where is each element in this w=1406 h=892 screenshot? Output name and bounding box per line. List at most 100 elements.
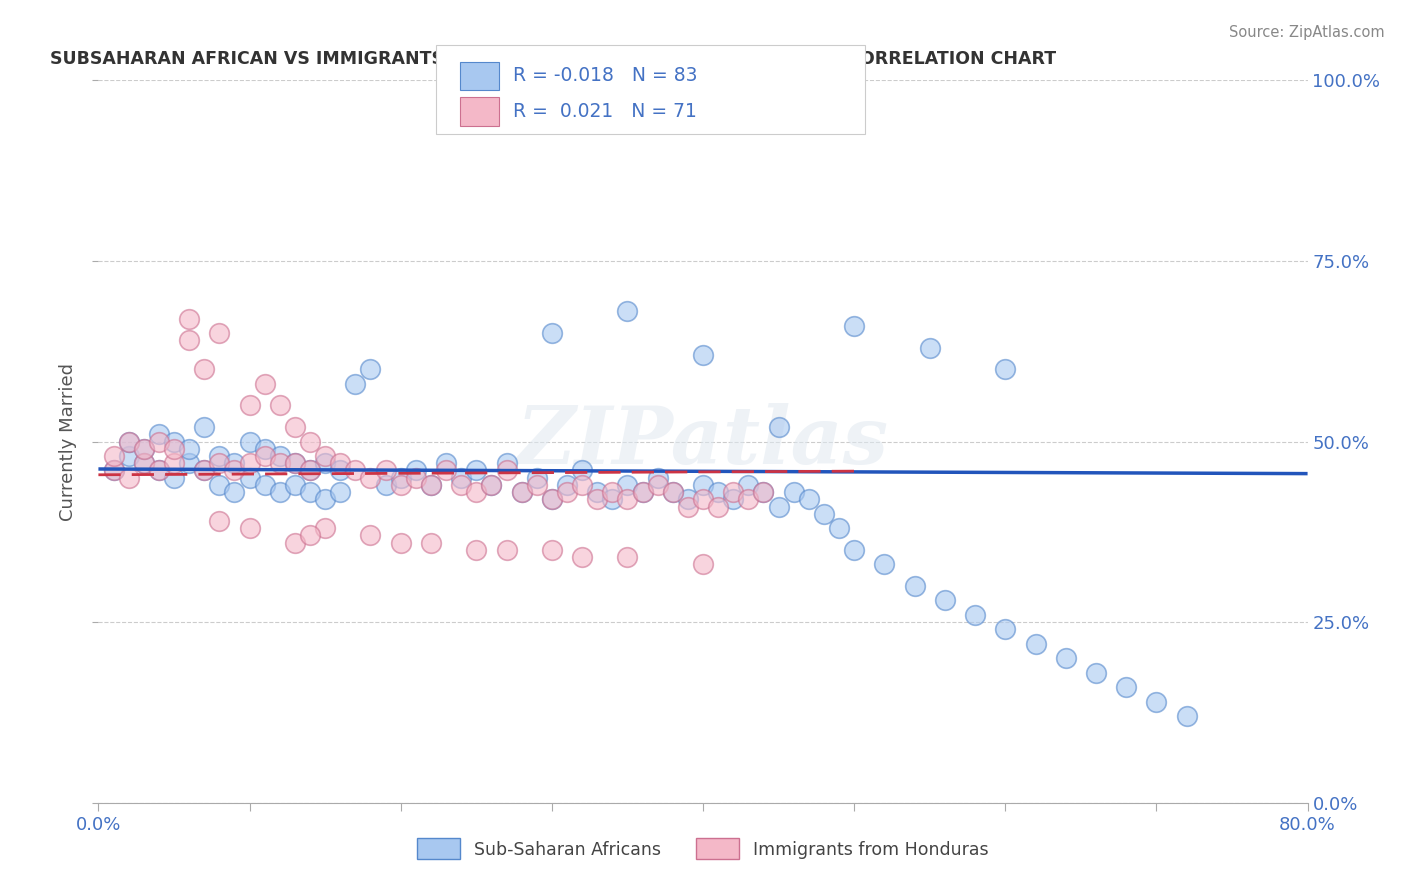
Point [540, 492, 562, 507]
Point [314, 492, 336, 507]
Point [1054, 651, 1077, 665]
Text: ZIPatlas: ZIPatlas [517, 403, 889, 480]
Point [510, 485, 533, 500]
Point [647, 470, 669, 484]
Point [208, 456, 231, 470]
Point [692, 348, 714, 362]
Point [299, 434, 322, 449]
Point [994, 362, 1017, 376]
Point [994, 623, 1017, 637]
Point [526, 470, 548, 484]
Point [768, 500, 790, 514]
Point [737, 492, 759, 507]
Point [540, 542, 562, 557]
Point [586, 485, 609, 500]
Point [314, 449, 336, 463]
Point [676, 500, 699, 514]
Point [269, 449, 291, 463]
Point [374, 463, 396, 477]
Point [253, 376, 276, 391]
Point [1115, 680, 1137, 694]
Point [844, 318, 866, 333]
Point [904, 579, 927, 593]
Point [299, 528, 322, 542]
Point [707, 485, 730, 500]
Point [616, 492, 638, 507]
Point [118, 434, 141, 449]
Point [797, 492, 820, 507]
Point [299, 463, 322, 477]
Point [208, 449, 231, 463]
Point [344, 463, 367, 477]
Point [118, 470, 141, 484]
Point [239, 398, 262, 412]
Point [526, 478, 548, 492]
Point [148, 434, 170, 449]
Point [723, 492, 745, 507]
Point [813, 507, 835, 521]
Point [647, 478, 669, 492]
Point [224, 485, 246, 500]
Point [179, 442, 201, 456]
Point [495, 463, 517, 477]
Point [965, 607, 987, 622]
Point [661, 485, 683, 500]
Text: R =  0.021   N = 71: R = 0.021 N = 71 [513, 102, 697, 120]
Point [389, 535, 412, 549]
Point [163, 442, 186, 456]
Point [465, 542, 488, 557]
Point [586, 492, 609, 507]
Point [737, 478, 759, 492]
Point [163, 470, 186, 484]
Point [389, 470, 412, 484]
Point [389, 478, 412, 492]
Point [1085, 665, 1108, 680]
Point [571, 478, 593, 492]
Point [481, 478, 503, 492]
Point [555, 478, 578, 492]
Point [299, 463, 322, 477]
Point [360, 362, 382, 376]
Point [434, 456, 457, 470]
Point [631, 485, 654, 500]
Point [118, 449, 141, 463]
Point [405, 463, 427, 477]
Point [314, 456, 336, 470]
Point [208, 478, 231, 492]
Point [420, 478, 443, 492]
Point [193, 463, 215, 477]
Point [783, 485, 806, 500]
Point [253, 449, 276, 463]
Point [284, 478, 307, 492]
Point [253, 478, 276, 492]
Point [405, 470, 427, 484]
Point [148, 427, 170, 442]
Point [616, 304, 638, 318]
Point [1024, 637, 1046, 651]
Point [616, 478, 638, 492]
Point [481, 478, 503, 492]
Point [118, 434, 141, 449]
Point [239, 434, 262, 449]
Point [918, 341, 941, 355]
Point [269, 456, 291, 470]
Point [828, 521, 851, 535]
Text: R = -0.018   N = 83: R = -0.018 N = 83 [513, 67, 697, 86]
Point [510, 485, 533, 500]
Point [495, 456, 517, 470]
Point [873, 558, 896, 572]
Point [676, 492, 699, 507]
Point [284, 456, 307, 470]
Point [571, 463, 593, 477]
Point [284, 456, 307, 470]
Point [163, 434, 186, 449]
Point [329, 463, 352, 477]
Point [179, 311, 201, 326]
Point [495, 542, 517, 557]
Point [450, 470, 472, 484]
Point [314, 521, 336, 535]
Point [540, 326, 562, 340]
Legend: Sub-Saharan Africans, Immigrants from Honduras: Sub-Saharan Africans, Immigrants from Ho… [411, 831, 995, 866]
Point [239, 470, 262, 484]
Point [329, 485, 352, 500]
